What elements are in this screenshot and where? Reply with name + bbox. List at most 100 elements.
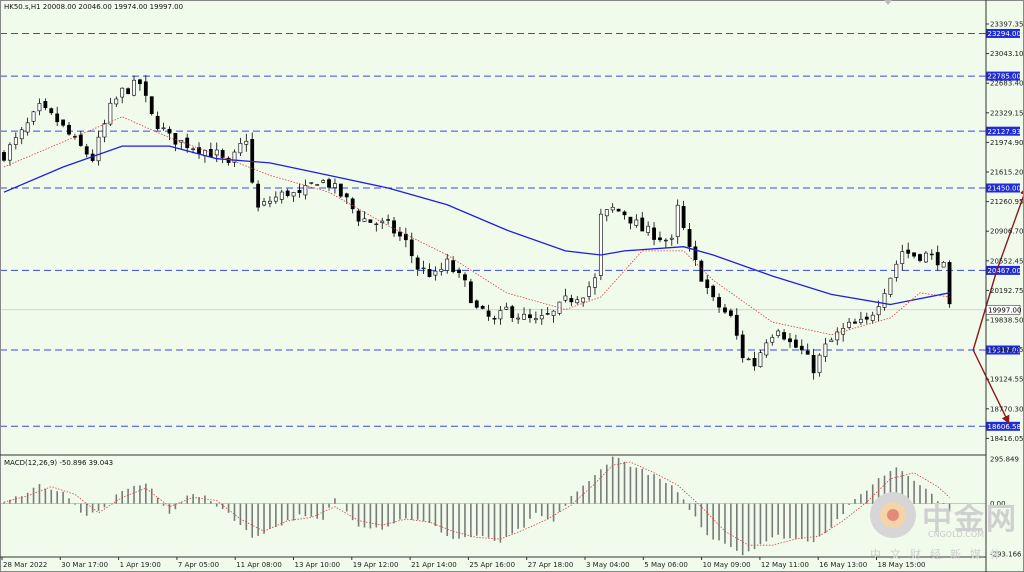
price-tick-label: 21260.95 (990, 198, 1023, 206)
candle-body (8, 144, 12, 161)
candle-body (315, 184, 320, 186)
price-tick-label: 23043.10 (990, 50, 1023, 58)
projection-arrows (972, 186, 1024, 424)
logo-tagline: 中文财经新媒体 (870, 548, 1010, 561)
level-label: 20467.00 (988, 267, 1021, 275)
candle-body (528, 314, 532, 319)
macd-header: MACD(12,26,9) -50.896 39.043 (4, 459, 114, 467)
macd-tick-label: -293.166 (990, 551, 1022, 559)
candle-body (333, 183, 337, 188)
candle-body (681, 205, 686, 228)
candle-body (279, 191, 284, 200)
candle-body (427, 268, 432, 277)
candle-body (25, 122, 30, 133)
support-resistance-levels: 23294.00 22785.00 22127.93 21450.00 20467.00… (0, 28, 1021, 431)
candle-body (811, 354, 816, 374)
candle-body (108, 102, 113, 125)
candle-body (191, 148, 196, 150)
candle-body (687, 229, 692, 247)
candle-body (924, 252, 928, 263)
logo-name: 中金网 (922, 502, 1018, 537)
candle-body (386, 219, 391, 221)
candle-body (244, 140, 249, 145)
candle-body (935, 252, 940, 266)
macd-panel (0, 456, 986, 556)
macd-tick-label: 295.849 (990, 455, 1019, 463)
moving-averages (3, 116, 950, 336)
candle-body (96, 136, 101, 162)
candle-body (19, 129, 24, 140)
candle-body (43, 101, 48, 109)
candle-body (870, 314, 875, 321)
candle-body (776, 330, 781, 336)
candle-body (805, 350, 810, 355)
candle-body (640, 217, 645, 232)
candle-body (788, 338, 792, 343)
current-price-label: 19997.00 (988, 306, 1021, 314)
candle-body (439, 268, 444, 272)
candle-body (616, 208, 621, 212)
time-tick-label: 11 Apr 08:00 (236, 561, 282, 569)
candle-body (551, 310, 556, 316)
candle-body (55, 113, 60, 123)
candle-body (740, 334, 745, 359)
candle-body (256, 183, 261, 208)
candle-body (516, 317, 521, 320)
level-label: 18606.58 (988, 423, 1021, 431)
candle-body (327, 179, 331, 188)
candle-body (474, 300, 479, 308)
candle-body (463, 274, 467, 281)
candle-body (746, 358, 751, 361)
candle-body (232, 151, 237, 163)
level-label-box (986, 126, 1020, 136)
price-tick-label: 18770.30 (990, 405, 1023, 413)
candle-body (433, 270, 438, 276)
candle-body (941, 261, 946, 268)
level-label-box (986, 421, 1020, 431)
level-label-box (986, 345, 1020, 355)
candle-body (900, 251, 905, 264)
time-tick-label: 12 May 11:00 (761, 561, 809, 569)
candle-body (197, 147, 201, 154)
macd-signal-line (3, 461, 950, 546)
cngold-watermark-logo: 中金网 CNGOLD.COM 中文财经新媒体 (862, 488, 1022, 572)
candle-body (628, 216, 633, 224)
candle-body (409, 239, 414, 257)
candle-body (321, 180, 326, 183)
price-tick-label: 20552.45 (990, 257, 1023, 265)
candle-body (285, 190, 290, 196)
projection-down-arrow (972, 349, 1010, 424)
candle-body (699, 260, 704, 282)
candle-body (262, 201, 266, 206)
candle-body (711, 285, 716, 298)
candle-body (149, 96, 154, 114)
candle-body (864, 316, 869, 320)
macd-tick-label: 0.00 (990, 500, 1006, 508)
candle-body (717, 297, 721, 308)
price-tick-label: 20906.70 (990, 228, 1023, 236)
candle-body (392, 220, 396, 234)
scroll-indicator-icon (884, 0, 892, 5)
price-tick-label: 20192.75 (990, 287, 1023, 295)
chart-header: HK50.s,H1 20008.00 20046.00 19974.00 199… (4, 3, 184, 11)
candle-body (31, 111, 36, 122)
candle-body (752, 358, 757, 367)
candle-body (758, 352, 763, 368)
level-label: 21450.00 (988, 185, 1021, 193)
time-tick-label: 13 Apr 10:00 (295, 561, 341, 569)
candle-body (634, 219, 639, 226)
candle-body (445, 258, 450, 271)
candle-body (782, 332, 786, 340)
time-tick-label: 10 May 09:00 (703, 561, 751, 569)
candle-body (598, 213, 603, 276)
price-candles (2, 75, 952, 380)
candle-body (575, 299, 580, 304)
candle-body (403, 233, 408, 241)
candle-body (84, 146, 89, 155)
candle-body (693, 246, 698, 261)
candle-body (764, 342, 769, 356)
candle-body (185, 137, 190, 148)
candle-body (161, 127, 166, 130)
logo-mark-icon (870, 492, 916, 538)
